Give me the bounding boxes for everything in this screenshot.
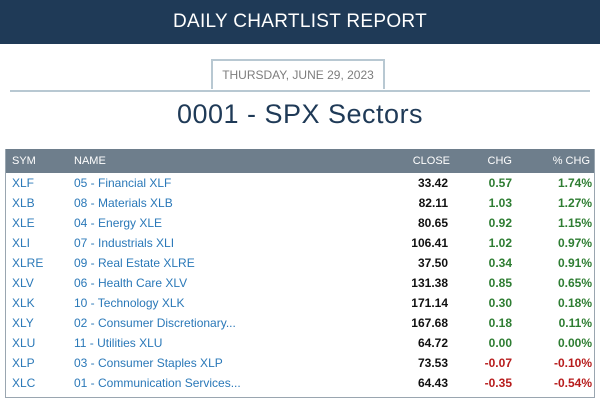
column-header-pct-chg[interactable]: % CHG	[552, 155, 590, 167]
symbol-link[interactable]: XLP	[12, 356, 35, 370]
change-value: 0.18	[488, 316, 512, 330]
percent-change-value: 0.65%	[557, 276, 592, 290]
symbol-link[interactable]: XLRE	[12, 256, 44, 270]
table-row: XLB 08 - Materials XLB 82.11 1.03 1.27%	[6, 193, 594, 213]
percent-change-value: 1.27%	[557, 196, 592, 210]
name-link[interactable]: 01 - Communication Services...	[74, 376, 241, 390]
percent-change-value: 0.11%	[558, 316, 592, 330]
change-value: 0.85	[488, 276, 512, 290]
close-value: 64.43	[417, 376, 448, 390]
name-link[interactable]: 07 - Industrials XLI	[74, 236, 175, 250]
table-row: XLF 05 - Financial XLF 33.42 0.57 1.74%	[6, 173, 594, 193]
table-row: XLP 03 - Consumer Staples XLP 73.53 -0.0…	[6, 353, 594, 373]
table-row: XLC 01 - Communication Services... 64.43…	[6, 373, 594, 393]
name-link[interactable]: 06 - Health Care XLV	[74, 276, 188, 290]
symbol-link[interactable]: XLV	[12, 276, 34, 290]
change-value: -0.07	[484, 356, 512, 370]
name-link[interactable]: 03 - Consumer Staples XLP	[74, 356, 223, 370]
symbol-link[interactable]: XLF	[12, 176, 35, 190]
name-link[interactable]: 05 - Financial XLF	[74, 176, 172, 190]
close-value: 106.41	[411, 236, 448, 250]
symbol-link[interactable]: XLC	[12, 376, 36, 390]
change-value: 0.34	[488, 256, 512, 270]
name-link[interactable]: 04 - Energy XLE	[74, 216, 163, 230]
sectors-table: SYM NAME CLOSE CHG % CHG XLF 05 - Financ…	[5, 149, 595, 398]
percent-change-value: 1.15%	[557, 216, 592, 230]
name-link[interactable]: 08 - Materials XLB	[74, 196, 173, 210]
table-row: XLV 06 - Health Care XLV 131.38 0.85 0.6…	[6, 273, 594, 293]
symbol-link[interactable]: XLU	[12, 336, 36, 350]
change-value: 0.57	[488, 176, 512, 190]
table-row: XLI 07 - Industrials XLI 106.41 1.02 0.9…	[6, 233, 594, 253]
change-value: -0.35	[484, 376, 512, 390]
symbol-link[interactable]: XLK	[12, 296, 35, 310]
change-value: 0.00	[488, 336, 512, 350]
change-value: 1.02	[488, 236, 512, 250]
divider	[10, 90, 590, 92]
name-link[interactable]: 02 - Consumer Discretionary...	[74, 316, 236, 330]
close-value: 33.42	[417, 176, 448, 190]
column-header-sym[interactable]: SYM	[12, 155, 36, 167]
close-value: 82.11	[418, 196, 448, 210]
close-value: 131.38	[411, 276, 448, 290]
table-row: XLY 02 - Consumer Discretionary... 167.6…	[6, 313, 594, 333]
percent-change-value: 0.18%	[557, 296, 592, 310]
percent-change-value: 0.97%	[557, 236, 592, 250]
percent-change-value: 1.74%	[557, 176, 592, 190]
percent-change-value: -0.10%	[553, 356, 592, 370]
change-value: 0.92	[488, 216, 512, 230]
column-header-chg[interactable]: CHG	[487, 155, 512, 167]
percent-change-value: -0.54%	[553, 376, 592, 390]
name-link[interactable]: 09 - Real Estate XLRE	[74, 256, 195, 270]
table-row: XLE 04 - Energy XLE 80.65 0.92 1.15%	[6, 213, 594, 233]
table-header: SYM NAME CLOSE CHG % CHG	[6, 149, 594, 173]
name-link[interactable]: 10 - Technology XLK	[74, 296, 185, 310]
percent-change-value: 0.00%	[557, 336, 592, 350]
table-row: XLK 10 - Technology XLK 171.14 0.30 0.18…	[6, 293, 594, 313]
column-header-name[interactable]: NAME	[74, 155, 106, 167]
column-header-close[interactable]: CLOSE	[412, 155, 450, 167]
table-row: XLU 11 - Utilities XLU 64.72 0.00 0.00%	[6, 333, 594, 353]
change-value: 0.30	[488, 296, 512, 310]
symbol-link[interactable]: XLB	[12, 196, 35, 210]
percent-change-value: 0.91%	[557, 256, 592, 270]
report-banner: DAILY CHARTLIST REPORT	[0, 0, 600, 44]
date-label: THURSDAY, JUNE 29, 2023	[211, 59, 385, 89]
close-value: 167.68	[411, 316, 448, 330]
table-row: XLRE 09 - Real Estate XLRE 37.50 0.34 0.…	[6, 253, 594, 273]
symbol-link[interactable]: XLE	[12, 216, 35, 230]
page-title: 0001 - SPX Sectors	[176, 99, 424, 129]
close-value: 37.50	[417, 256, 448, 270]
banner-title: DAILY CHARTLIST REPORT	[172, 11, 428, 32]
name-link[interactable]: 11 - Utilities XLU	[74, 336, 163, 350]
close-value: 73.53	[417, 356, 448, 370]
symbol-link[interactable]: XLY	[12, 316, 34, 330]
close-value: 171.14	[411, 296, 448, 310]
close-value: 80.65	[417, 216, 448, 230]
close-value: 64.72	[417, 336, 448, 350]
change-value: 1.03	[488, 196, 512, 210]
symbol-link[interactable]: XLI	[12, 236, 31, 250]
